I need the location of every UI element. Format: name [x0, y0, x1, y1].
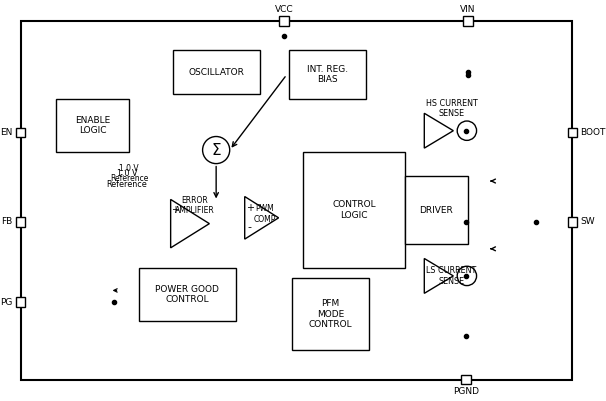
Bar [291, 278, 369, 350]
Text: HS CURRENT
SENSE: HS CURRENT SENSE [425, 99, 478, 118]
Text: BOOT: BOOT [580, 128, 605, 137]
Text: FB: FB [2, 217, 13, 226]
Text: SW: SW [580, 217, 594, 226]
Text: ERROR: ERROR [181, 196, 208, 205]
Text: EN: EN [1, 128, 13, 137]
Text: OSCILLATOR: OSCILLATOR [188, 68, 244, 77]
Text: 1.0 V
Reference: 1.0 V Reference [110, 164, 148, 183]
Text: PFM
MODE
CONTROL: PFM MODE CONTROL [308, 299, 352, 329]
Bar [139, 268, 236, 322]
Text: -: - [247, 223, 251, 233]
Bar [568, 217, 578, 227]
Text: COMP: COMP [253, 215, 276, 224]
Bar [303, 152, 405, 268]
Text: DRIVER: DRIVER [419, 206, 453, 215]
Text: +: + [245, 203, 253, 213]
Text: VIN: VIN [460, 4, 476, 14]
Text: PGND: PGND [453, 387, 479, 396]
Text: LS CURRENT
SENSE: LS CURRENT SENSE [426, 266, 476, 286]
Bar [16, 128, 25, 138]
Text: INT. REG.
BIAS: INT. REG. BIAS [307, 65, 348, 84]
Text: +: + [171, 205, 179, 215]
Bar [56, 99, 129, 152]
Text: POWER GOOD
CONTROL: POWER GOOD CONTROL [155, 285, 219, 304]
Text: PG: PG [1, 298, 13, 306]
Bar [16, 297, 25, 307]
Text: PWM: PWM [255, 204, 274, 213]
Text: CONTROL
LOGIC: CONTROL LOGIC [332, 200, 376, 220]
Text: 1.0 V
Reference: 1.0 V Reference [107, 169, 147, 189]
Bar [463, 16, 473, 26]
Bar [173, 51, 260, 94]
Text: $\Sigma$: $\Sigma$ [211, 142, 221, 158]
Bar [568, 128, 578, 138]
Bar [16, 217, 25, 227]
Bar [279, 16, 288, 26]
Text: ENABLE
LOGIC: ENABLE LOGIC [75, 115, 110, 135]
Bar [288, 51, 366, 99]
Bar [461, 375, 471, 384]
Text: AMPLIFIER: AMPLIFIER [175, 206, 215, 215]
Bar [405, 176, 468, 244]
Text: VCC: VCC [275, 4, 293, 14]
